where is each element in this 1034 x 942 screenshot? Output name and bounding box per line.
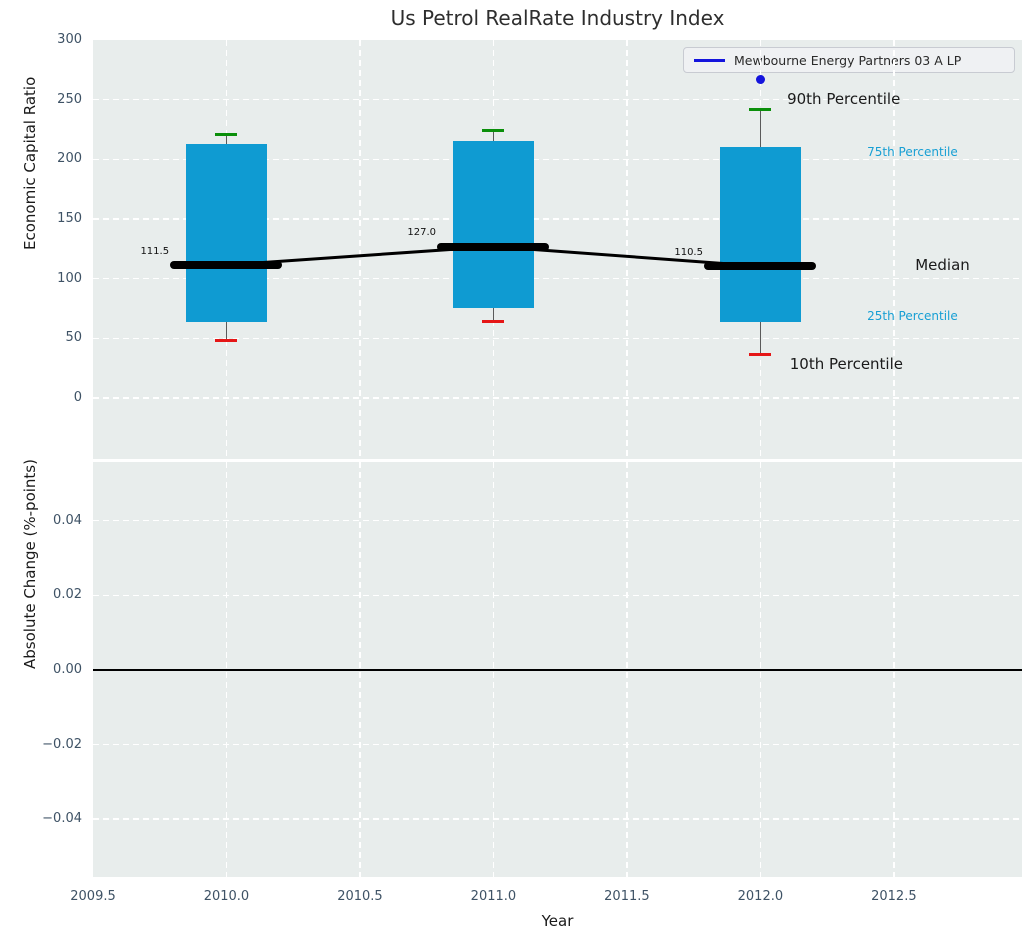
median-bar [170,261,283,270]
annotation-p25: 25th Percentile [867,308,958,323]
gridline-vertical [626,40,628,459]
x-axis-label: Year [541,912,574,930]
company-point [755,74,765,84]
percentile-box [185,143,267,323]
y-tick-label: 250 [57,91,82,107]
median-value-label: 111.5 [140,245,170,257]
median-value-label: 110.5 [674,247,703,259]
chart-title: Us Petrol RealRate Industry Index [390,6,725,30]
y-tick-label: 200 [57,151,82,167]
y-tick-label: 0.04 [53,512,82,528]
p90-cap [482,128,505,132]
gridline-horizontal [93,337,1022,340]
median-bar [704,262,817,271]
percentile-box [452,140,534,308]
annotation-p90: 90th Percentile [787,89,901,108]
gridline-horizontal [93,594,1022,596]
y-tick-label: 0.02 [53,587,82,603]
p10-cap [215,338,238,342]
gridline-horizontal [93,818,1022,820]
gridline-horizontal [93,519,1022,522]
p90-cap [749,107,772,111]
legend-label: Mewbourne Energy Partners 03 A LP [734,52,962,68]
gridline-horizontal [93,743,1022,746]
gridline-vertical [359,40,361,459]
median-bar [437,242,550,251]
p90-cap [215,132,238,136]
gridline-horizontal [93,98,1022,101]
percentile-box [719,146,801,322]
y-tick-label: 300 [57,32,82,47]
y-tick-label: 100 [57,270,82,286]
gridline-horizontal [93,218,1022,220]
annotation-median: Median [915,255,970,274]
annotation-p10: 10th Percentile [789,354,903,373]
x-tick-label: 2010.5 [337,889,383,904]
gridline-vertical [893,40,895,459]
annotation-p75: 75th Percentile [867,145,958,160]
gridline-horizontal [93,397,1022,399]
zero-line [93,669,1022,671]
x-tick-label: 2010.0 [203,889,250,904]
y-tick-label: −0.02 [42,736,82,752]
x-tick-label: 2011.0 [470,889,517,904]
gridline-horizontal [93,278,1022,280]
gridline-horizontal [93,158,1022,161]
p10-cap [482,319,505,323]
x-tick-label: 2009.5 [70,889,116,904]
y-tick-label: 50 [65,330,82,346]
y-tick-label: 0.00 [53,661,82,677]
y-tick-label: 150 [57,211,82,227]
legend-line-sample [694,58,725,62]
p10-cap [749,353,772,357]
x-tick-label: 2012.0 [737,889,784,904]
x-tick-label: 2011.5 [604,889,650,904]
legend: Mewbourne Energy Partners 03 A LP [683,47,1015,73]
median-value-label: 127.0 [407,227,437,239]
y-tick-label: 0 [73,390,82,406]
x-tick-label: 2012.5 [871,889,917,904]
y-tick-label: −0.04 [42,811,82,827]
